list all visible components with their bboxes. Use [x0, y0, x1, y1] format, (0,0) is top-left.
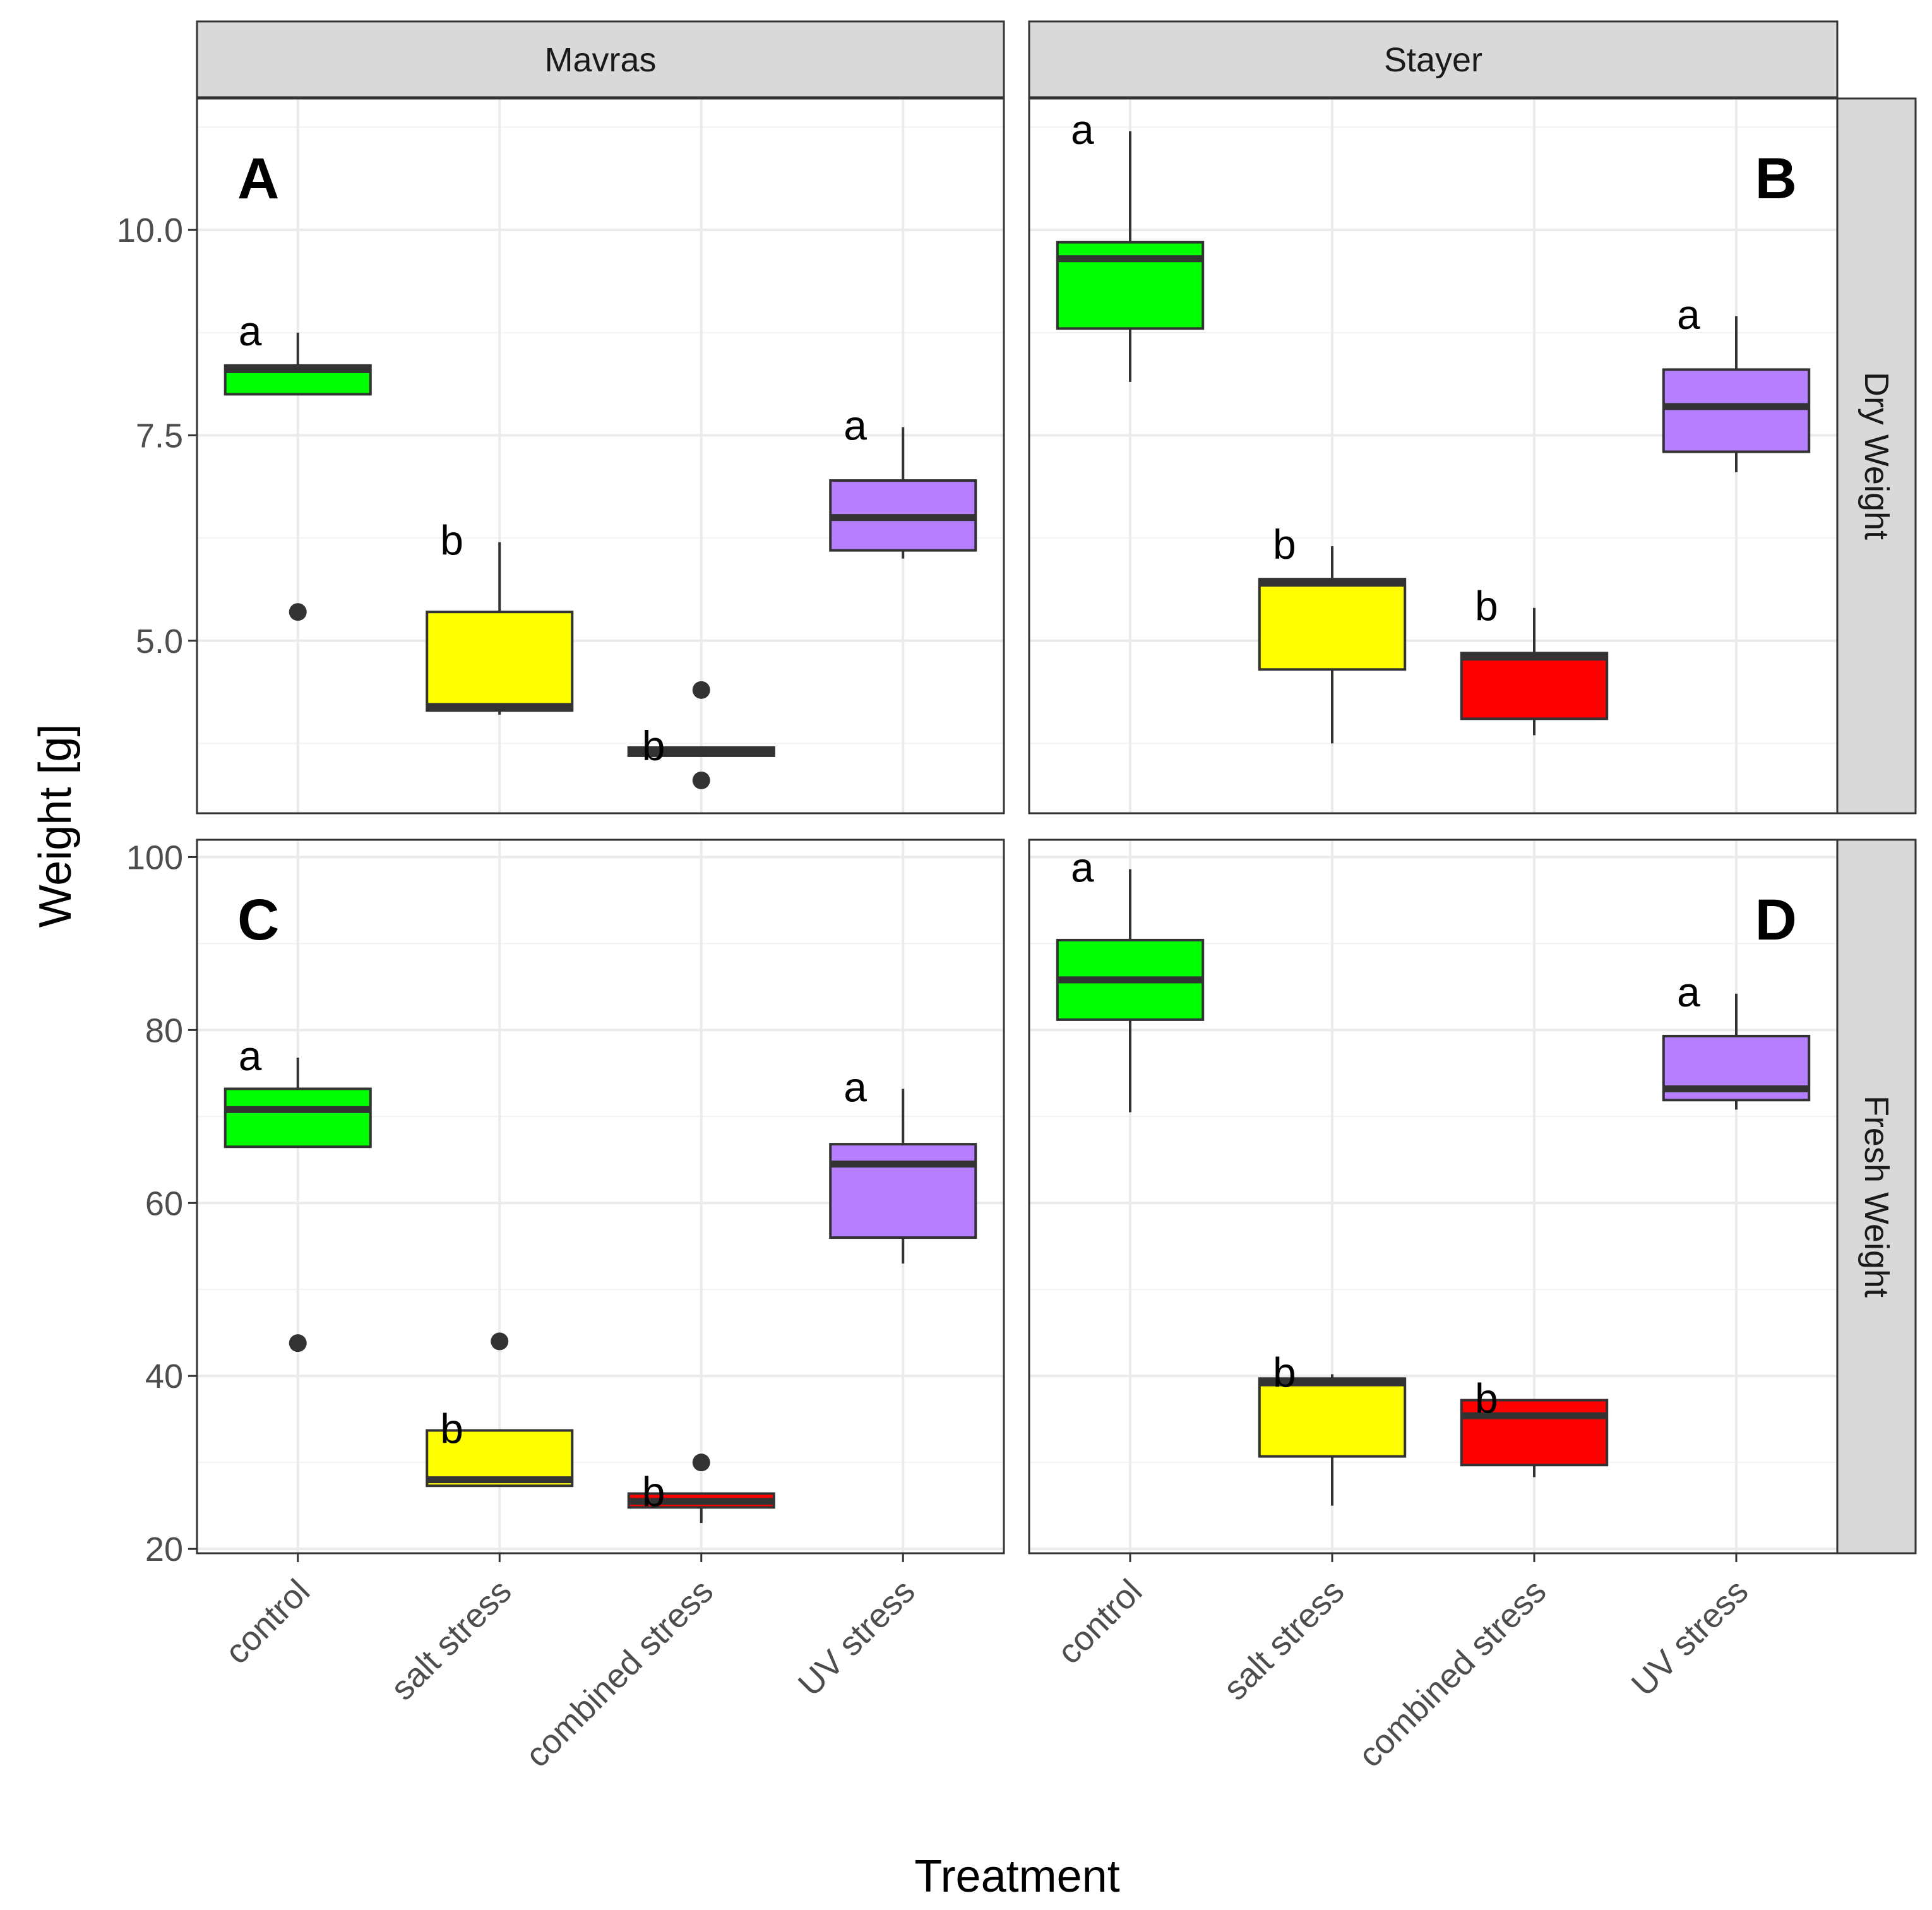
- box-control: [224, 1058, 372, 1352]
- strip-label-stayer: Stayer: [1384, 41, 1482, 79]
- box-UV-stress: [829, 427, 977, 559]
- box-salt-stress: [1258, 1374, 1407, 1506]
- box-combined-stress: [627, 1453, 775, 1524]
- x-axis-title: Treatment: [914, 1851, 1119, 1902]
- box-body: [829, 1143, 977, 1239]
- box-UV-stress: [1662, 316, 1811, 473]
- x-tick-label: salt stress: [383, 1572, 518, 1707]
- panel-a-border: [196, 97, 1005, 815]
- y-tick-label: 40: [145, 1358, 183, 1395]
- strip-label-fresh-weight: Fresh Weight: [1857, 1095, 1895, 1298]
- box-body: [1258, 578, 1407, 671]
- significance-letter: a: [1071, 106, 1094, 153]
- significance-letter: a: [239, 1032, 262, 1079]
- strip-dry-weight: [1836, 97, 1917, 815]
- box-salt-stress: [426, 1332, 574, 1488]
- y-tick-label: 10.0: [117, 212, 183, 249]
- panel-d-border: [1028, 839, 1839, 1555]
- significance-letter: a: [844, 402, 867, 448]
- significance-letter: a: [1677, 291, 1700, 338]
- panel-b-background: [1029, 98, 1837, 813]
- x-tick-label: control: [1050, 1572, 1149, 1671]
- y-tick-label: 100: [126, 839, 183, 876]
- box-body: [1056, 241, 1205, 330]
- strip-label-dry-weight: Dry Weight: [1857, 372, 1895, 540]
- significance-letter: b: [642, 722, 665, 769]
- significance-letter: b: [1475, 583, 1498, 630]
- significance-letter: b: [1273, 521, 1296, 568]
- outlier-point: [289, 603, 307, 621]
- box-control: [1056, 131, 1205, 382]
- x-tick-label: salt stress: [1216, 1572, 1351, 1707]
- significance-letter: b: [1475, 1375, 1498, 1422]
- box-combined-stress: [1460, 1399, 1609, 1477]
- significance-letter: a: [1071, 844, 1094, 891]
- box-salt-stress: [426, 542, 574, 715]
- box-control: [1056, 869, 1205, 1113]
- box-body: [224, 1087, 372, 1149]
- box-body: [426, 611, 574, 712]
- outlier-point: [692, 771, 710, 789]
- y-tick-label: 20: [145, 1531, 183, 1568]
- y-tick-label: 7.5: [136, 417, 183, 455]
- panel-d-label: D: [1755, 888, 1797, 952]
- significance-letter: b: [440, 1406, 463, 1452]
- strip-mavras: [196, 20, 1005, 98]
- panel-c-label: C: [237, 888, 279, 952]
- box-body: [1662, 368, 1811, 453]
- x-tick-label: control: [218, 1572, 317, 1671]
- x-tick-label: UV stress: [791, 1572, 922, 1704]
- box-body: [1258, 1377, 1407, 1458]
- significance-letter: b: [440, 517, 463, 564]
- panel-a-background: [197, 98, 1004, 813]
- y-axis-title: Weight [g]: [30, 724, 81, 928]
- box-combined-stress: [1460, 607, 1609, 736]
- box-body: [1460, 1399, 1609, 1467]
- box-UV-stress: [1662, 993, 1811, 1110]
- y-tick-label: 80: [145, 1012, 183, 1049]
- box-body: [1460, 652, 1609, 720]
- box-control: [224, 332, 372, 621]
- x-tick-label: combined stress: [518, 1572, 720, 1774]
- strip-label-mavras: Mavras: [544, 41, 656, 79]
- significance-letter: a: [1677, 969, 1700, 1015]
- panel-a-label: A: [237, 146, 279, 211]
- panel-b-border: [1028, 97, 1839, 815]
- box-salt-stress: [1258, 546, 1407, 744]
- x-tick-label: UV stress: [1625, 1572, 1756, 1704]
- outlier-point: [692, 1453, 710, 1472]
- strip-stayer: [1028, 20, 1839, 98]
- outlier-point: [289, 1334, 307, 1352]
- outlier-point: [491, 1332, 509, 1351]
- box-combined-stress: [627, 681, 775, 789]
- panel-b-label: B: [1755, 146, 1797, 211]
- y-tick-label: 5.0: [136, 623, 183, 660]
- significance-letter: b: [642, 1468, 665, 1515]
- y-tick-label: 60: [145, 1185, 183, 1222]
- x-tick-label: combined stress: [1351, 1572, 1553, 1774]
- significance-letter: b: [1273, 1349, 1296, 1395]
- significance-letter: a: [844, 1063, 867, 1110]
- panel-c-border: [196, 839, 1005, 1555]
- outlier-point: [692, 681, 710, 699]
- significance-letter: a: [239, 307, 262, 354]
- box-UV-stress: [829, 1089, 977, 1264]
